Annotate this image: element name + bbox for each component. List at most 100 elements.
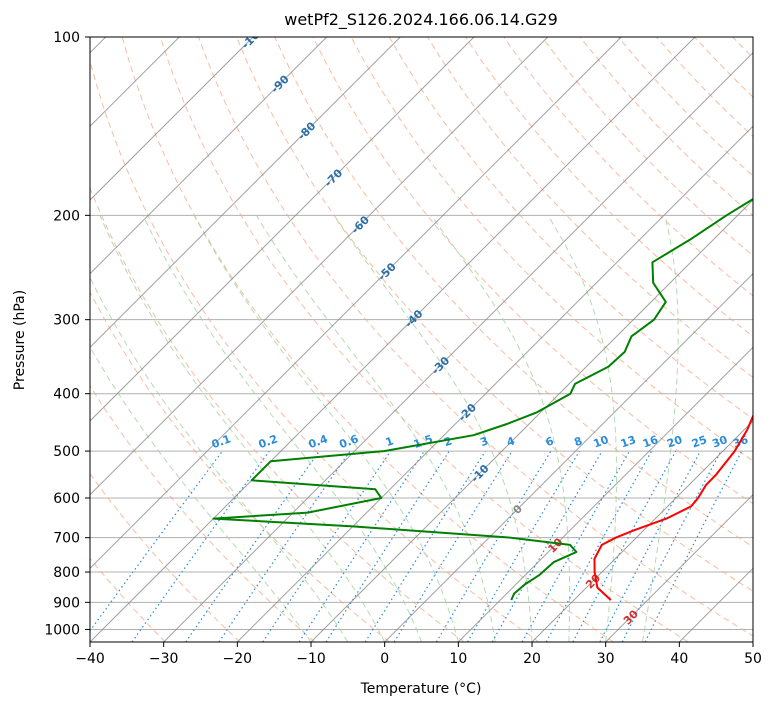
mixing-ratio-label: 25: [690, 433, 709, 450]
isotherm-label: 10: [545, 535, 565, 555]
isotherm-line: [457, 346, 753, 642]
dry-adiabat-line: [350, 37, 753, 462]
isotherm-line: [678, 567, 753, 642]
mixing-ratio-line: [325, 450, 450, 642]
dry-adiabat-line: [426, 37, 753, 378]
mixing-ratio-label: 4: [505, 434, 517, 449]
mixing-ratio-line: [90, 450, 223, 632]
dry-adiabat-line: [236, 37, 753, 592]
isotherm-line: [90, 37, 475, 422]
x-tick-label: 0: [380, 651, 389, 667]
mixing-ratio-label: 1.5: [412, 432, 435, 451]
y-tick-label: 300: [53, 313, 80, 329]
isotherm-line: [90, 37, 622, 570]
mixing-ratio-line: [644, 450, 743, 642]
moist-adiabat-line: [90, 276, 349, 642]
mixing-ratio-label: 2: [442, 434, 454, 449]
mixing-ratio-line: [393, 450, 513, 642]
x-tick-label: 40: [670, 651, 688, 667]
moist-adiabat-line: [99, 215, 386, 642]
mixing-ratio-label: 13: [619, 433, 638, 450]
isotherm-label: -20: [456, 401, 479, 424]
mixing-ratio-line: [572, 450, 677, 642]
mixing-ratio-line: [218, 450, 351, 642]
isotherm-line: [90, 37, 549, 496]
x-tick-label: 30: [597, 651, 615, 667]
dry-adiabat-line: [656, 37, 753, 138]
axes: −40 −30 −20 −10 0 10 20 30 40 5010020030040050060…: [44, 30, 762, 667]
mixing-ratio-label: 0.6: [338, 432, 361, 451]
temperature-profile-line: [593, 413, 753, 601]
isotherm-line: [236, 125, 753, 642]
dry-adiabat-line: [771, 37, 775, 642]
y-tick-label: 900: [53, 595, 80, 611]
mixing-ratio-label: 3: [478, 434, 490, 449]
moist-adiabat-line: [255, 215, 496, 642]
x-tick-label: −10: [296, 651, 326, 667]
mixing-ratio-line: [131, 450, 270, 642]
y-tick-label: 400: [53, 387, 80, 403]
mixing-ratio-line: [298, 450, 425, 642]
mixing-ratio-label: 0.2: [257, 432, 280, 451]
x-tick-label: −30: [149, 651, 179, 667]
mixing-ratio-label: 16: [641, 433, 660, 451]
dry-adiabat-line: [465, 37, 753, 338]
dry-adiabat-line: [503, 37, 753, 297]
dry-adiabat-line: [90, 384, 316, 642]
dry-adiabat-line: [388, 37, 753, 420]
moist-adiabat-line: [430, 215, 571, 642]
dry-adiabat-line: [732, 37, 753, 59]
isotherm-line: [752, 641, 753, 642]
profile-series: [212, 197, 753, 601]
mixing-ratio-label: 1: [384, 434, 396, 449]
isotherm-line: [90, 37, 254, 201]
mixing-ratio-label: 8: [572, 434, 584, 449]
isotherm-line: [163, 51, 753, 642]
y-axis-label: Pressure (hPa): [12, 290, 28, 390]
y-tick-label: 200: [53, 208, 80, 224]
y-tick-label: 800: [53, 565, 80, 581]
mixing-ratio-label: 6: [544, 434, 556, 449]
dry-adiabat-line: [159, 37, 689, 642]
x-tick-label: 10: [449, 651, 467, 667]
isotherm-line: [90, 37, 401, 349]
isotherm-line: [90, 37, 696, 642]
background-lines: [90, 37, 775, 642]
dry-adiabat-line: [274, 37, 753, 548]
mixing-ratio-label: 20: [665, 433, 684, 451]
dewpoint-profile-line: [212, 197, 753, 601]
x-tick-label: −20: [223, 651, 253, 667]
chart-title: wetPf2_S126.2024.166.06.14.G29: [284, 10, 558, 30]
y-tick-label: 600: [53, 491, 80, 507]
plot-frame: [89, 36, 754, 643]
dry-adiabat-line: [312, 37, 753, 505]
y-tick-label: 100: [53, 30, 80, 46]
dry-adiabat-line: [90, 472, 241, 642]
mixing-ratio-line: [435, 450, 552, 642]
moist-adiabat-line: [142, 215, 422, 642]
x-tick-label: 50: [744, 651, 762, 667]
mixing-ratio-label: 30: [710, 433, 729, 451]
mixing-ratio-line: [599, 450, 702, 642]
moist-adiabat-line: [642, 215, 679, 642]
x-tick-label: −40: [75, 651, 105, 667]
mixing-ratio-label: 0.1: [210, 432, 233, 451]
isotherm-label: -80: [295, 119, 318, 142]
x-tick-label: 20: [523, 651, 541, 667]
mixing-ratio-line: [364, 450, 486, 642]
moist-adiabat-line: [193, 215, 459, 642]
mixing-ratio-label: 0.4: [307, 432, 330, 451]
isotherm-line: [90, 37, 328, 275]
y-tick-label: 500: [53, 444, 80, 460]
isotherm-line: [605, 493, 753, 642]
mixing-ratio-line: [521, 450, 631, 642]
isotherm-label: -50: [376, 260, 399, 283]
moist-adiabat-line: [333, 215, 533, 642]
y-tick-label: 1000: [44, 622, 80, 638]
dry-adiabat-line: [694, 37, 753, 98]
isotherm-line: [531, 420, 753, 642]
mixing-ratio-line: [185, 450, 320, 642]
mixing-ratio-line: [466, 450, 580, 642]
dry-adiabat-line: [121, 37, 614, 642]
